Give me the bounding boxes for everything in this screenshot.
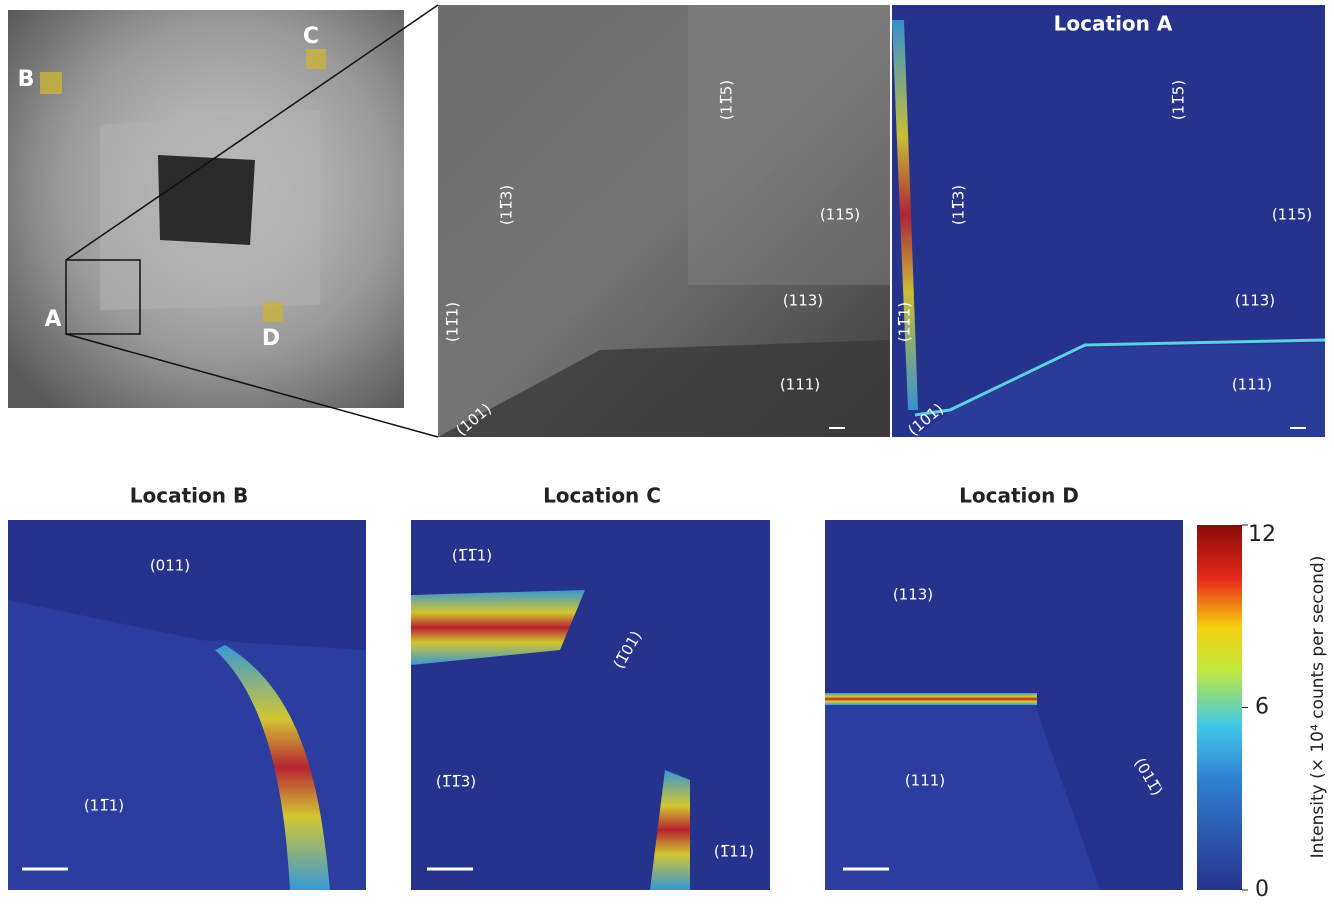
facet-label: (11̅5) [1170, 80, 1188, 120]
colorbar-tick-label: 0 [1255, 877, 1269, 902]
facet-label: (11̅5) [718, 80, 736, 120]
figure: ABCD(11̅5)(11̅3)(115)(113)(11̅1)(111)(10… [0, 0, 1334, 911]
facet-label: (11̅1) [84, 797, 124, 815]
marker-label: D [262, 326, 280, 351]
colorbar-label: Intensity (× 10⁴ counts per second) [1308, 556, 1328, 859]
facet-label: (11̅3) [950, 185, 968, 225]
facet-label: (113) [783, 292, 823, 310]
facet-label: (11̅1) [444, 302, 462, 342]
location-b-image [8, 520, 366, 890]
facet-label: (111) [1232, 376, 1272, 394]
facet-label: (011) [150, 557, 190, 575]
colorbar [1197, 525, 1242, 890]
facet-label: (1̅1̅3) [436, 773, 476, 791]
facet-label: (111) [905, 772, 945, 790]
panel-title: Location B [130, 484, 248, 508]
marker-label: A [44, 307, 61, 332]
panel-title: Location A [1054, 12, 1173, 36]
facet-label: (1̅11) [714, 843, 754, 861]
facet-label: (11̅3) [498, 185, 516, 225]
facet-label: (11̅1) [896, 302, 914, 342]
marker-label: B [18, 67, 35, 92]
facet-label: (115) [1272, 206, 1312, 224]
facet-label: (115) [820, 206, 860, 224]
facet-label: (113) [1235, 292, 1275, 310]
panel-title: Location C [543, 484, 661, 508]
location-d-image [825, 520, 1183, 890]
facet-label: (111) [780, 376, 820, 394]
colorbar-tick-label: 12 [1248, 522, 1276, 547]
panel-title: Location D [959, 484, 1079, 508]
marker-label: C [303, 24, 319, 49]
location-c-image [411, 520, 770, 890]
facet-label: (1̅1̅1) [452, 547, 492, 565]
overview-image [8, 5, 438, 437]
colorbar-tick-label: 6 [1255, 695, 1269, 720]
facet-label: (113) [893, 586, 933, 604]
